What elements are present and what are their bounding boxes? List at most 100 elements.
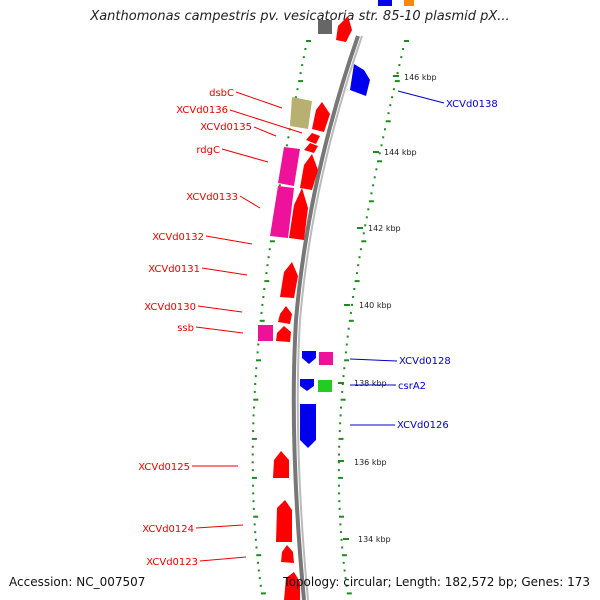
- backbone-outer: [291, 35, 360, 600]
- tick-dot: [338, 445, 341, 448]
- tick-dot: [255, 546, 258, 549]
- gene-xcvd0131: [280, 262, 298, 298]
- tick-dot: [370, 192, 373, 195]
- leader-line: [397, 90, 445, 104]
- tick-dot: [302, 56, 305, 59]
- gene-rdgc-b: [270, 186, 294, 238]
- scale-tick-label: 138 kbp: [354, 379, 387, 388]
- gene-xcvd0133: [300, 154, 318, 190]
- gene-red-bottom: [284, 572, 300, 600]
- tick-dot: [378, 152, 381, 155]
- tick-dot: [260, 592, 266, 595]
- tick-dot: [344, 577, 347, 580]
- tick-dot: [304, 48, 307, 50]
- tick-dot: [287, 136, 290, 139]
- scale-tick-mark: [343, 538, 349, 540]
- gene-ssb: [258, 325, 273, 341]
- tick-dot: [338, 484, 340, 487]
- tick-dot: [252, 422, 255, 425]
- label-xcvd0133: XCVd0133: [186, 192, 238, 203]
- tick-dot: [342, 561, 345, 564]
- tick-dot: [389, 104, 392, 107]
- tick-dot: [365, 216, 368, 219]
- tick-dot: [398, 64, 401, 67]
- tick-dot: [267, 256, 270, 259]
- tick-dot: [337, 476, 343, 479]
- scale-tick-mark: [357, 227, 363, 229]
- tick-dot: [353, 288, 356, 290]
- tick-dot: [396, 72, 399, 75]
- label-xcvd0126: XCVd0126: [397, 420, 449, 431]
- scale-tick-mark: [338, 460, 344, 462]
- tick-dot: [251, 437, 257, 440]
- gene-ssb-red: [276, 326, 291, 342]
- tick-dot: [391, 96, 394, 99]
- tick-dot: [346, 335, 349, 338]
- tick-dot: [252, 507, 255, 510]
- tick-dot: [341, 546, 344, 549]
- tick-dot: [251, 476, 257, 479]
- tick-dot: [257, 561, 259, 564]
- tick-dot: [299, 72, 302, 75]
- scale-tick-label: 142 kbp: [368, 224, 401, 233]
- leader-line: [195, 326, 244, 334]
- label-xcvd0130: XCVd0130: [144, 302, 196, 313]
- tick-dot: [349, 311, 352, 314]
- tick-dot: [343, 367, 346, 370]
- gene-orange-top: [404, 0, 414, 6]
- tick-dot: [362, 232, 365, 235]
- tick-dot: [254, 383, 257, 385]
- label-csra2: csrA2: [398, 381, 426, 392]
- tick-dot: [373, 176, 376, 179]
- gene-xcvd0136: [312, 102, 330, 132]
- tick-dot: [285, 144, 288, 147]
- label-xcvd0132: XCVd0132: [152, 232, 204, 243]
- gene-csra2: [300, 379, 314, 391]
- tick-dot: [404, 40, 409, 42]
- left-labels: dsbC XCVd0136 XCVd0135 rdgC XCVd0133 XCV…: [138, 88, 303, 568]
- leader-line: [201, 267, 248, 276]
- gene-xcvd0126: [300, 404, 316, 448]
- tick-dot: [253, 515, 259, 518]
- tick-dot: [268, 248, 271, 251]
- leader-line: [253, 126, 277, 137]
- tick-dot: [380, 144, 383, 147]
- gene-xcvd0125: [273, 451, 289, 478]
- gene-red-top: [336, 16, 352, 42]
- tick-dot: [339, 422, 342, 425]
- tick-dot: [377, 160, 382, 163]
- tick-dot: [341, 554, 347, 557]
- tick-dot: [382, 136, 385, 139]
- leader-line: [349, 358, 398, 362]
- tick-dot: [339, 515, 344, 518]
- tick-dot: [355, 272, 358, 275]
- tick-dot: [387, 112, 390, 115]
- scale-tick-label: 134 kbp: [358, 535, 391, 544]
- scale-tick-label: 146 kbp: [404, 73, 437, 82]
- tick-dot: [253, 398, 259, 401]
- tick-dot: [296, 88, 299, 91]
- gene-xcvd0135b: [304, 143, 318, 153]
- tick-dot: [251, 453, 254, 456]
- tick-dot: [375, 168, 378, 171]
- tick-dot: [301, 64, 304, 67]
- tick-dot: [340, 398, 346, 401]
- tick-dot: [367, 208, 370, 211]
- gene-dsbc: [290, 97, 312, 129]
- gene-xcvd0138: [350, 64, 370, 96]
- label-xcvd0138: XCVd0138: [446, 99, 498, 110]
- tick-dot: [269, 240, 275, 243]
- label-xcvd0131: XCVd0131: [148, 264, 200, 275]
- tick-dot: [364, 224, 367, 227]
- tick-dot: [252, 430, 255, 433]
- scale-tick-label: 144 kbp: [384, 148, 417, 157]
- leader-line: [221, 148, 269, 163]
- tick-dot: [338, 437, 344, 440]
- tick-dot: [345, 343, 348, 346]
- tick-dot: [256, 554, 262, 557]
- tick-dot: [252, 414, 255, 417]
- tick-dot: [257, 343, 260, 346]
- tick-dot: [252, 484, 254, 487]
- tick-dot: [344, 351, 347, 354]
- tick-dot: [251, 461, 254, 464]
